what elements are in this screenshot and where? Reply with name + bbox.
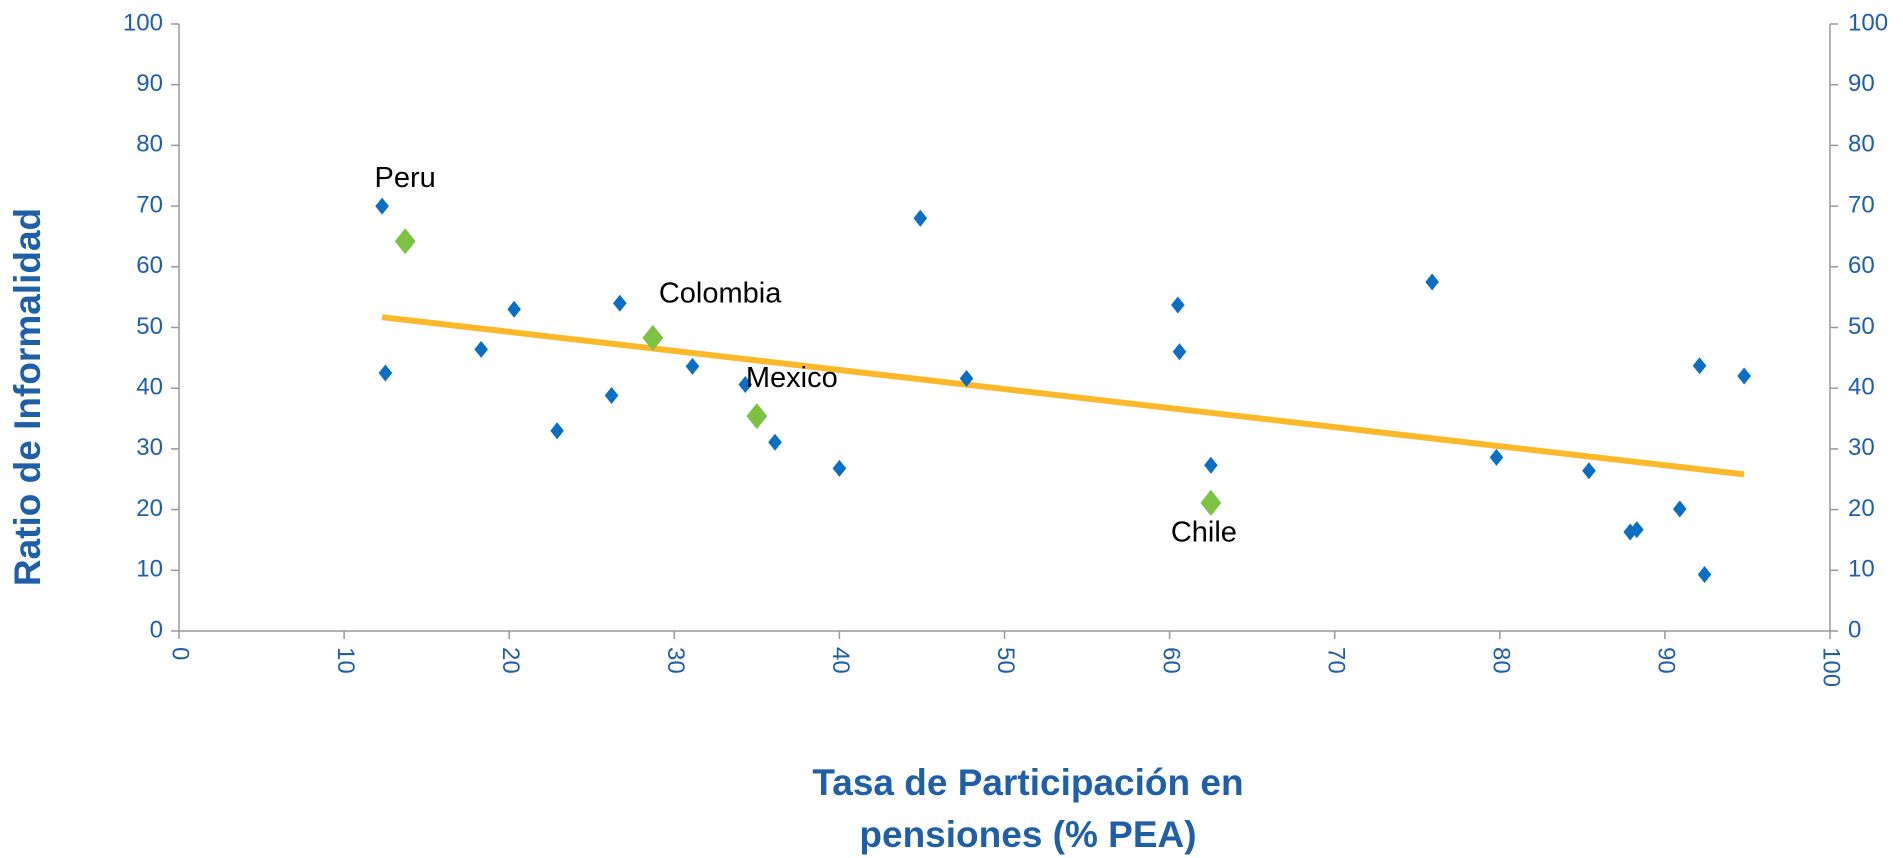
data-point <box>1737 367 1751 385</box>
data-point <box>1171 296 1185 314</box>
data-point <box>738 376 753 394</box>
y2-tick-label: 0 <box>1848 616 1861 643</box>
data-point <box>1489 448 1504 466</box>
trend-line <box>381 314 1745 478</box>
data-point <box>685 357 700 375</box>
y-tick-label: 50 <box>136 313 163 340</box>
data-point <box>474 340 488 358</box>
y2-tick-label: 80 <box>1848 131 1875 158</box>
y-tick-label: 0 <box>150 616 163 643</box>
data-point <box>1172 343 1187 361</box>
data-point <box>394 228 416 255</box>
y-tick-label: 60 <box>136 252 163 279</box>
point-label: Peru <box>375 162 436 194</box>
data-point <box>768 433 782 451</box>
y-tick-label: 40 <box>136 374 163 401</box>
data-point <box>832 459 847 477</box>
data-point <box>913 209 928 227</box>
y2-tick-label: 30 <box>1848 434 1875 461</box>
y-axis-title: Ratio de Informalidad <box>7 208 48 586</box>
y2-tick-label: 70 <box>1848 191 1875 218</box>
data-point <box>1204 456 1218 474</box>
y-tick-label: 30 <box>136 434 163 461</box>
data-point <box>642 324 664 351</box>
point-label: Colombia <box>659 277 782 309</box>
data-point <box>378 364 393 382</box>
y-tick-label: 10 <box>136 556 163 583</box>
data-point <box>1425 273 1439 291</box>
data-point <box>1630 521 1644 539</box>
point-label: Mexico <box>746 362 838 394</box>
data-point <box>375 197 389 215</box>
x-tick-label: 10 <box>332 647 359 674</box>
x-tick-label: 80 <box>1487 647 1514 674</box>
x-tick-label: 60 <box>1157 647 1184 674</box>
x-tick-label: 70 <box>1322 647 1349 674</box>
y2-tick-label: 10 <box>1848 556 1875 583</box>
data-point <box>746 403 768 430</box>
y-tick-label: 20 <box>136 495 163 522</box>
y2-tick-label: 90 <box>1848 70 1875 97</box>
x-tick-label: 40 <box>827 647 854 674</box>
y-tick-label: 90 <box>136 70 163 97</box>
x-tick-label: 20 <box>497 647 524 674</box>
x-axis-title: pensiones (% PEA) <box>859 814 1196 855</box>
x-tick-label: 30 <box>662 647 689 674</box>
data-point <box>1697 566 1712 584</box>
y2-tick-label: 40 <box>1848 374 1875 401</box>
y2-tick-label: 20 <box>1848 495 1875 522</box>
x-tick-label: 0 <box>167 647 194 660</box>
x-axis-title: Tasa de Participación en <box>812 762 1243 803</box>
point-label: Chile <box>1171 517 1237 549</box>
y-tick-label: 100 <box>123 9 163 36</box>
data-point <box>1582 462 1596 480</box>
x-tick-label: 50 <box>992 647 1019 674</box>
data-point <box>604 386 619 404</box>
y2-tick-label: 60 <box>1848 252 1875 279</box>
y-tick-label: 80 <box>136 131 163 158</box>
y2-tick-label: 50 <box>1848 313 1875 340</box>
y-tick-label: 70 <box>136 191 163 218</box>
data-point <box>507 300 521 318</box>
x-tick-label: 100 <box>1818 647 1845 687</box>
data-point <box>550 422 564 440</box>
data-point <box>1692 357 1707 375</box>
data-point <box>959 369 974 387</box>
y2-tick-label: 100 <box>1848 9 1888 36</box>
data-point <box>1672 500 1687 518</box>
x-tick-label: 90 <box>1653 647 1680 674</box>
data-point <box>1200 489 1222 516</box>
data-point <box>613 294 627 312</box>
